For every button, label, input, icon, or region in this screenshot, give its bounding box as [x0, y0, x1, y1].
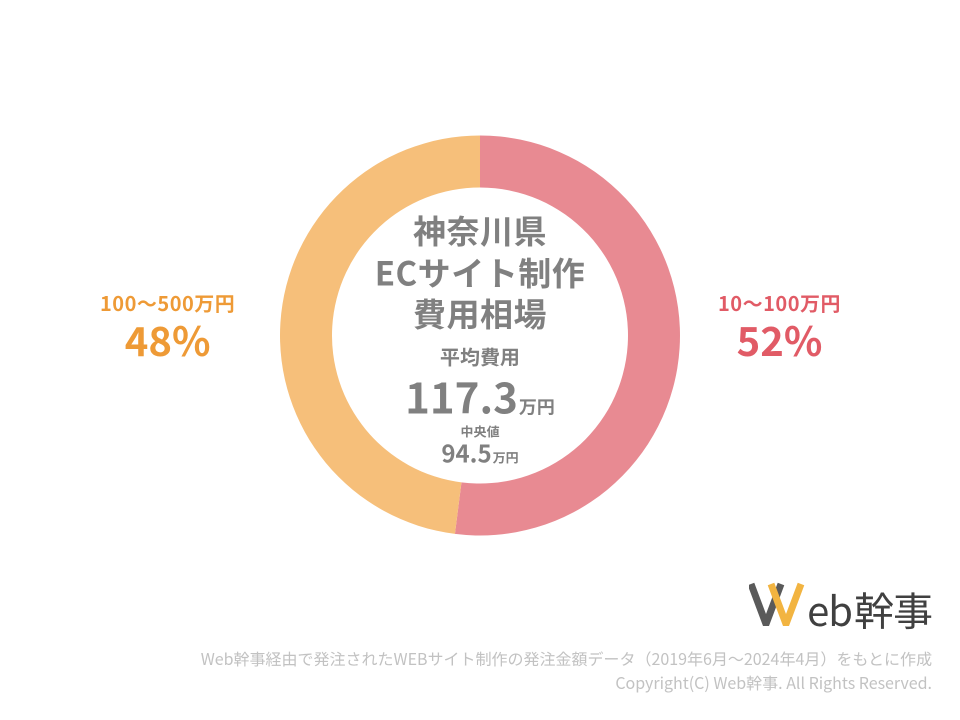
brand-logo: eb幹事	[749, 580, 932, 638]
avg-value-number: 117.3	[405, 365, 518, 426]
median-value-unit: 万円	[493, 447, 519, 466]
slice-left-percent: 48%	[100, 319, 235, 359]
median-value: 94.5万円	[330, 437, 630, 467]
logo-w-icon	[749, 582, 805, 631]
logo-text-jp: 幹事	[854, 580, 932, 638]
avg-value: 117.3万円	[330, 370, 630, 423]
slice-label-right: 10～100万円 52%	[718, 288, 841, 359]
footnote: Web幹事経由で発注されたWEBサイト制作の発注金額データ（2019年6月～20…	[201, 646, 932, 694]
title-line-2: ECサイト制作	[330, 251, 630, 292]
median-value-number: 94.5	[441, 434, 491, 469]
logo-text-eb: eb	[807, 580, 852, 638]
avg-value-unit: 万円	[519, 393, 555, 419]
footnote-line-1: Web幹事経由で発注されたWEBサイト制作の発注金額データ（2019年6月～20…	[201, 646, 932, 670]
slice-label-left: 100～500万円 48%	[100, 288, 235, 359]
infographic-stage: 神奈川県 ECサイト制作 費用相場 平均費用 117.3万円 中央値 94.5万…	[0, 0, 960, 720]
footnote-line-2: Copyright(C) Web幹事. All Rights Reserved.	[201, 670, 932, 694]
title-line-1: 神奈川県	[330, 210, 630, 251]
title-line-3: 費用相場	[330, 292, 630, 333]
center-summary: 神奈川県 ECサイト制作 費用相場 平均費用 117.3万円 中央値 94.5万…	[330, 210, 630, 468]
slice-right-percent: 52%	[718, 319, 841, 359]
